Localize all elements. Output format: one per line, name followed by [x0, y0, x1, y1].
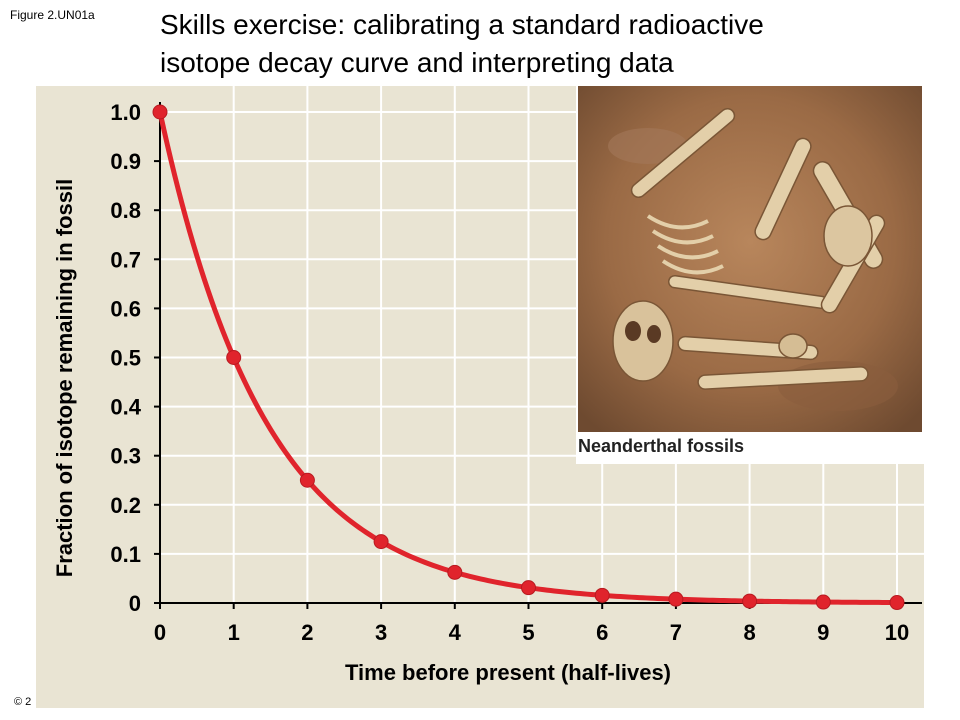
x-tick-label: 5	[522, 620, 534, 645]
y-tick-label: 0.8	[110, 198, 141, 223]
data-point	[815, 594, 831, 610]
y-tick-label: 0.9	[110, 149, 141, 174]
data-point	[373, 534, 389, 550]
data-point	[447, 564, 463, 580]
data-point	[668, 591, 684, 607]
series-layer	[152, 104, 905, 611]
photo-caption: Neanderthal fossils	[578, 436, 745, 456]
data-point	[226, 350, 242, 365]
neanderthal-fossils-photo	[578, 86, 922, 432]
y-tick-label: 0.2	[110, 493, 141, 518]
x-tick-label: 10	[885, 620, 909, 645]
data-point	[594, 587, 610, 603]
x-tick-label: 8	[743, 620, 755, 645]
x-tick-label: 9	[817, 620, 829, 645]
y-tick-label: 1.0	[110, 100, 141, 125]
copyright-text: © 2	[14, 696, 32, 708]
figure-label: Figure 2.UN01a	[10, 8, 95, 22]
y-tick-label: 0.3	[110, 444, 141, 469]
title-line-2: isotope decay curve and interpreting dat…	[160, 47, 674, 78]
y-tick-label: 0	[129, 591, 141, 616]
data-point	[742, 593, 758, 609]
x-tick-label: 6	[596, 620, 608, 645]
y-tick-label: 0.4	[110, 395, 141, 420]
data-point	[299, 472, 315, 488]
x-axis-label: Time before present (half-lives)	[345, 660, 671, 685]
y-tick-label: 0.6	[110, 296, 141, 321]
x-tick-label: 2	[301, 620, 313, 645]
title-line-1: Skills exercise: calibrating a standard …	[160, 9, 764, 40]
x-tick-label: 7	[670, 620, 682, 645]
x-tick-label: 4	[449, 620, 462, 645]
data-point	[521, 580, 536, 596]
y-tick-label: 0.7	[110, 247, 141, 272]
y-tick-label: 0.5	[110, 346, 141, 371]
photo-frame: Neanderthal fossils	[576, 84, 924, 464]
y-tick-label: 0.1	[110, 542, 141, 567]
tick-label-layer: 0 1 2 3 4 5 6 7 8 9 10 0 0.1 0.2 0.3 0.4 0.5 0.6 0.7 0.8 0.9…	[110, 100, 909, 645]
x-tick-label: 0	[154, 620, 166, 645]
x-tick-label: 3	[375, 620, 387, 645]
y-axis-label: Fraction of isotope remaining in fossil	[52, 179, 77, 577]
data-point	[152, 104, 168, 120]
x-tick-label: 1	[228, 620, 240, 645]
data-point	[889, 595, 905, 611]
page-title: Skills exercise: calibrating a standard …	[160, 6, 860, 82]
